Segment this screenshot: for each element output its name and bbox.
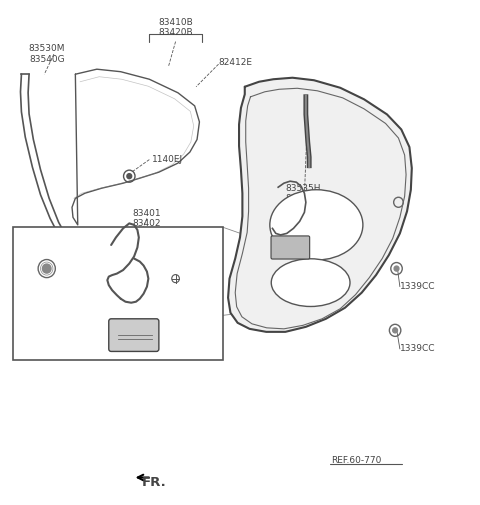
Text: 1339CC: 1339CC [400,344,435,354]
Circle shape [127,174,132,179]
FancyBboxPatch shape [109,319,159,351]
Text: FR.: FR. [142,476,167,489]
Ellipse shape [270,190,363,260]
Circle shape [42,264,51,273]
Text: 82412E: 82412E [218,58,252,67]
Ellipse shape [271,259,350,307]
Text: 1140EJ: 1140EJ [152,155,183,164]
Polygon shape [228,78,412,332]
Circle shape [393,328,397,333]
Text: 98810B
98820B: 98810B 98820B [101,313,136,332]
Text: 83530M
83540G: 83530M 83540G [28,44,65,64]
Text: 83410B
83420B: 83410B 83420B [158,18,193,37]
Circle shape [394,266,399,271]
Text: 82424C: 82424C [178,268,213,277]
Text: 83401
83402: 83401 83402 [132,209,161,228]
Text: 1339CC: 1339CC [400,282,435,291]
Bar [13,227,223,361]
FancyBboxPatch shape [271,236,310,259]
Text: REF.60-770: REF.60-770 [331,457,381,466]
Text: 83535H
83545H: 83535H 83545H [285,183,321,203]
Text: 1339CC: 1339CC [56,276,92,285]
